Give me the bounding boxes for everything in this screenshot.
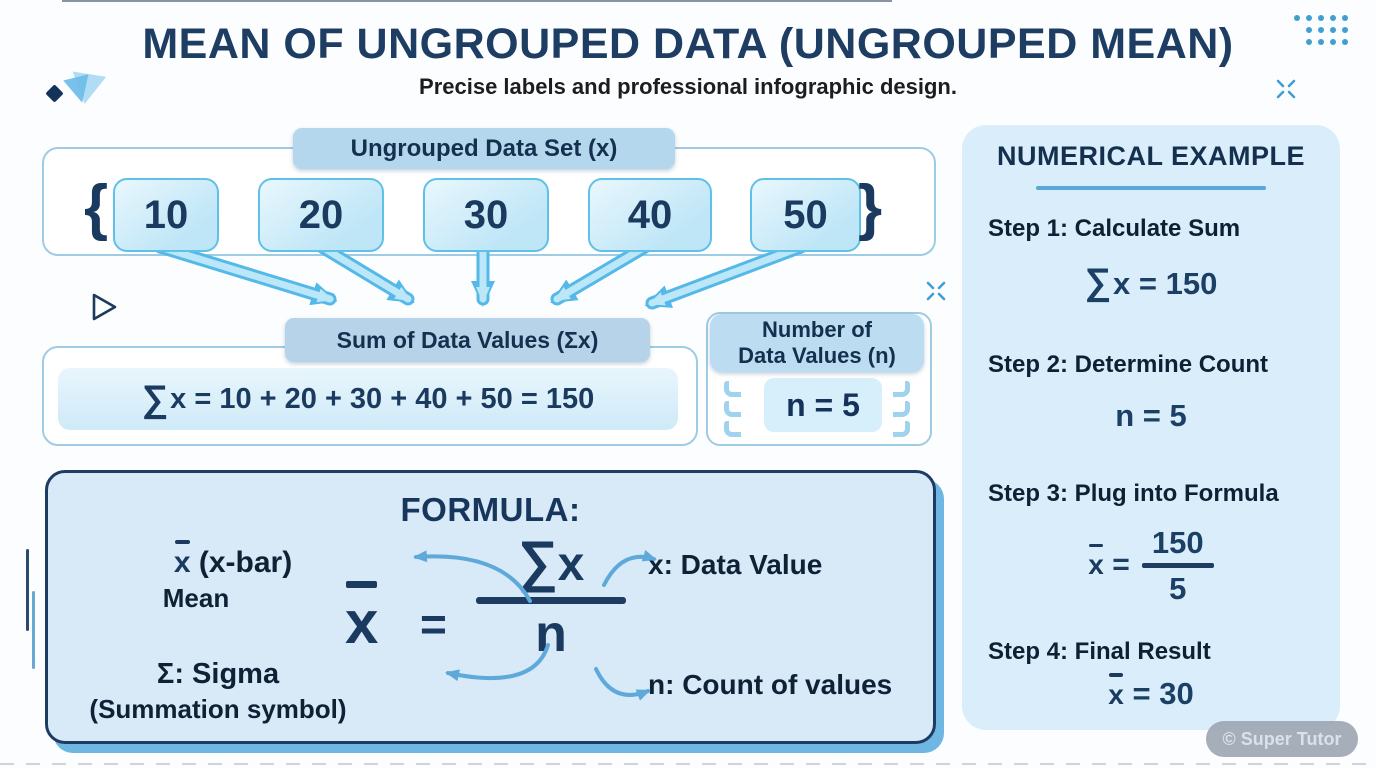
formula-box: FORMULA: x = ∑x n x (x-bar) Mean Σ: Sigm…	[45, 470, 936, 744]
data-value-chip: 10	[113, 178, 219, 252]
page-title: MEAN OF UNGROUPED DATA (UNGROUPED MEAN)	[142, 20, 1234, 68]
tally-icons-right	[893, 381, 910, 437]
step2-label: Step 2: Determine Count	[988, 351, 1269, 378]
left-accent-line-dark	[26, 549, 29, 631]
step2-value: n = 5	[1115, 398, 1187, 433]
data-value-chip: 20	[258, 178, 384, 252]
top-edge-artifact	[62, 0, 892, 2]
formula-numerator: ∑x	[517, 529, 585, 592]
annotation-sigma: Σ: Sigma	[156, 658, 280, 690]
step4-value: x = 30	[962, 673, 1340, 712]
dot-grid-icon	[1294, 15, 1354, 51]
step3-value: x = 150 5	[962, 527, 1340, 604]
sum-label: Sum of Data Values (Σx)	[285, 318, 650, 362]
step3-fraction: 150 5	[1141, 525, 1214, 606]
sum-equation-text: x = 10 + 20 + 30 + 40 + 50 = 150	[170, 382, 595, 415]
sparkle-icon	[1276, 79, 1296, 99]
data-value-chip: 30	[423, 178, 549, 252]
annotation-mean: Mean	[162, 583, 230, 613]
data-value-chip: 50	[750, 178, 861, 252]
title-underline	[1036, 186, 1266, 190]
annotation-x: x: Data Value	[648, 549, 823, 580]
step3-numerator: 150	[1151, 525, 1204, 560]
step1-value: ∑x = 150	[1084, 261, 1218, 302]
count-label-line2: Data Values (n)	[738, 343, 896, 368]
annotation-n: n: Count of values	[648, 669, 893, 700]
sigma-symbol: ∑	[1084, 261, 1112, 302]
step3-label: Step 3: Plug into Formula	[988, 480, 1279, 507]
example-title: NUMERICAL EXAMPLE	[996, 141, 1306, 171]
dataset-label: Ungrouped Data Set (x)	[293, 128, 675, 169]
tally-icons-left	[724, 381, 741, 437]
formula-denominator: n	[535, 605, 567, 663]
annotation-xbar: x (x-bar)	[93, 540, 373, 580]
overbar	[346, 581, 378, 589]
sigma-symbol: ∑	[141, 378, 169, 419]
close-brace: }	[858, 173, 883, 242]
step1-label: Step 1: Calculate Sum	[988, 215, 1241, 242]
formula-xbar: x	[345, 581, 378, 653]
step4-label: Step 4: Final Result	[988, 638, 1211, 665]
page-subtitle: Precise labels and professional infograp…	[419, 74, 957, 99]
numerical-example-panel: NUMERICAL EXAMPLE Step 1: Calculate Sum …	[962, 125, 1340, 730]
play-triangle-icon	[92, 293, 117, 321]
count-label-line1: Number of	[762, 317, 872, 343]
annotation-sigma-sub: (Summation symbol)	[89, 694, 347, 724]
sigma-symbol: ∑	[517, 529, 558, 592]
formula-title: FORMULA:	[400, 491, 581, 528]
count-label: Number of Data Values (n)	[710, 314, 924, 372]
formula-equals: =	[420, 598, 447, 650]
bottom-edge-artifact	[0, 763, 1376, 765]
watermark-badge: © Super Tutor	[1206, 721, 1358, 757]
data-value-chip: 40	[588, 178, 712, 252]
left-accent-line-blue	[32, 591, 35, 669]
fraction-bar	[476, 597, 626, 604]
open-brace: {	[84, 173, 109, 242]
sparkle-icon	[926, 281, 946, 301]
formula-fraction: ∑x n	[466, 533, 636, 660]
step3-xbar-equals: x =	[1088, 543, 1130, 582]
step3-denominator: 5	[1169, 570, 1187, 606]
fraction-bar	[1141, 563, 1214, 568]
count-value: n = 5	[764, 378, 882, 432]
sum-equation: ∑ x = 10 + 20 + 30 + 40 + 50 = 150	[58, 368, 678, 430]
